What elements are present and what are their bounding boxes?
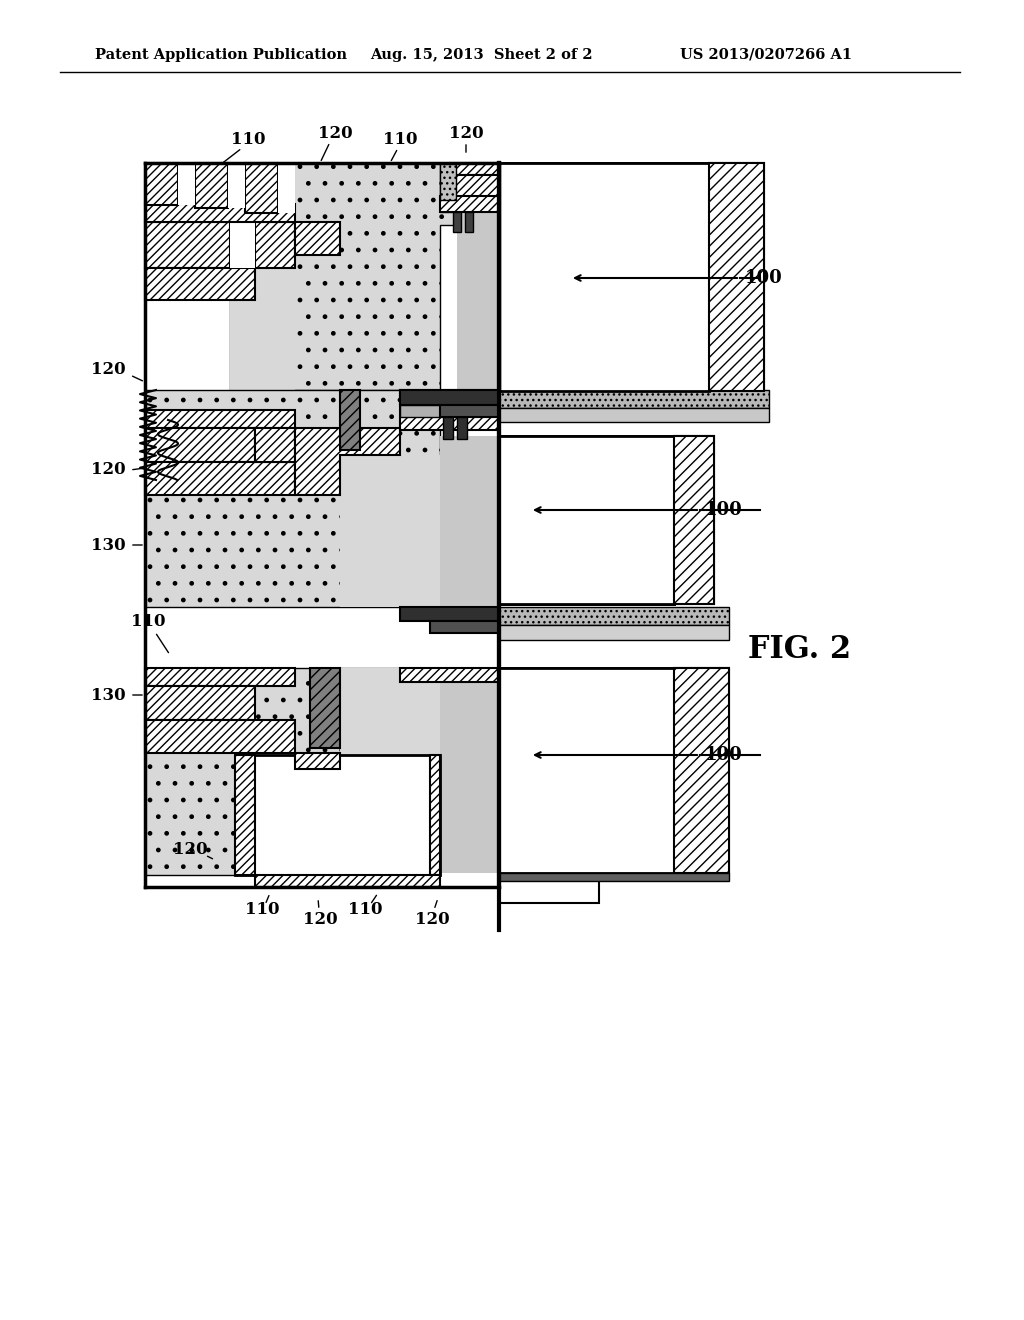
Polygon shape [145, 668, 440, 875]
Text: 110: 110 [348, 902, 382, 919]
Bar [499, 408, 769, 422]
Text: 120: 120 [173, 842, 207, 858]
Text: FIG. 2: FIG. 2 [749, 635, 852, 665]
Bar [499, 873, 729, 880]
Bar [499, 436, 674, 605]
Polygon shape [230, 268, 295, 389]
Text: 110: 110 [383, 132, 417, 149]
Bar [228, 162, 245, 209]
Polygon shape [145, 411, 295, 428]
Polygon shape [145, 428, 255, 462]
Text: 120: 120 [317, 124, 352, 141]
Text: US 2013/0207266 A1: US 2013/0207266 A1 [680, 48, 852, 62]
Bar [340, 668, 440, 755]
Bar [430, 620, 499, 634]
Bar [499, 162, 709, 391]
Bar [465, 213, 473, 232]
Polygon shape [145, 205, 295, 222]
Polygon shape [234, 755, 440, 875]
Bar [499, 624, 729, 640]
Polygon shape [145, 462, 295, 495]
Polygon shape [234, 755, 255, 875]
Bar [440, 405, 499, 417]
Text: 110: 110 [230, 132, 265, 149]
Polygon shape [245, 162, 278, 213]
Bar [674, 436, 714, 605]
Polygon shape [230, 162, 454, 389]
Bar [178, 162, 195, 205]
Polygon shape [456, 176, 499, 201]
Bar [440, 436, 499, 607]
Text: 110: 110 [131, 614, 165, 631]
Polygon shape [430, 755, 440, 875]
Polygon shape [145, 222, 230, 268]
Bar [400, 405, 440, 417]
Bar [709, 162, 764, 391]
Text: 120: 120 [91, 362, 125, 379]
Text: 120: 120 [415, 912, 450, 928]
Polygon shape [145, 389, 440, 607]
Bar [499, 668, 674, 873]
Polygon shape [340, 455, 440, 607]
Polygon shape [195, 162, 228, 209]
Text: 120: 120 [449, 124, 483, 141]
Polygon shape [145, 719, 295, 752]
Bar [457, 162, 499, 389]
Text: 100: 100 [705, 746, 742, 764]
Bar [230, 222, 255, 268]
Bar [278, 162, 295, 213]
Bar [499, 607, 729, 624]
Bar [499, 873, 599, 903]
Polygon shape [145, 668, 295, 686]
Polygon shape [400, 389, 499, 430]
Bar [674, 668, 729, 873]
Text: 130: 130 [91, 686, 125, 704]
Text: 110: 110 [245, 902, 280, 919]
Bar [499, 668, 674, 873]
Polygon shape [295, 428, 400, 495]
Bar [674, 436, 714, 605]
Polygon shape [255, 428, 295, 462]
Bar [310, 668, 340, 748]
Polygon shape [295, 222, 340, 255]
Bar [499, 389, 769, 408]
Text: 120: 120 [91, 462, 125, 479]
Text: Aug. 15, 2013  Sheet 2 of 2: Aug. 15, 2013 Sheet 2 of 2 [370, 48, 593, 62]
Polygon shape [145, 268, 255, 300]
Polygon shape [255, 222, 295, 268]
Polygon shape [145, 162, 178, 205]
Text: 130: 130 [91, 536, 125, 553]
Bar [400, 607, 499, 620]
Text: 100: 100 [705, 502, 742, 519]
Bar [443, 417, 453, 440]
Bar [400, 389, 499, 405]
Bar [709, 162, 764, 391]
Bar [499, 162, 709, 391]
Bar [457, 417, 467, 440]
Polygon shape [145, 686, 255, 719]
Bar [340, 389, 360, 450]
Polygon shape [450, 162, 499, 176]
Bar [440, 668, 499, 873]
Text: 100: 100 [745, 269, 782, 286]
Bar [674, 668, 729, 873]
Bar [295, 752, 340, 770]
Polygon shape [440, 195, 499, 213]
Polygon shape [400, 668, 499, 682]
Bar [255, 875, 440, 887]
Bar [453, 213, 461, 232]
Bar [499, 436, 674, 605]
Text: Patent Application Publication: Patent Application Publication [95, 48, 347, 62]
Polygon shape [440, 162, 456, 201]
Text: 120: 120 [303, 912, 337, 928]
